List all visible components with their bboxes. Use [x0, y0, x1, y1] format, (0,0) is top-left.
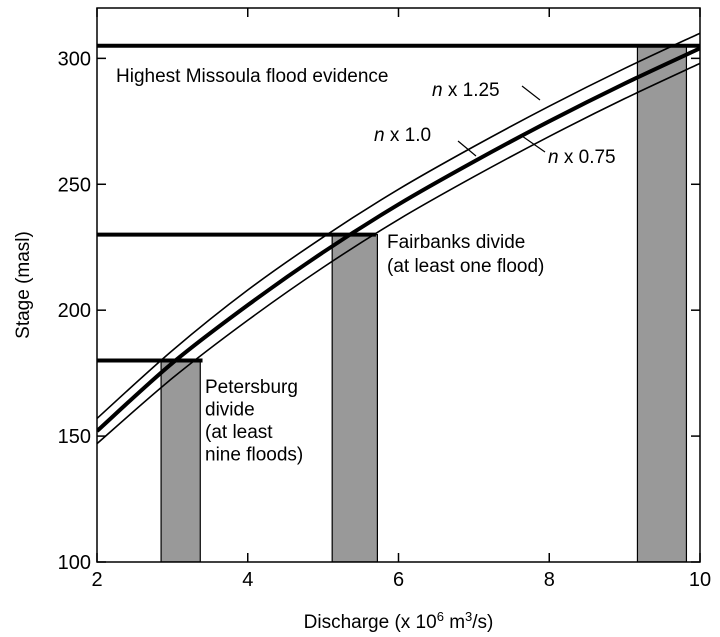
y-axis-title: Stage (masl)	[13, 231, 34, 339]
curve-label-1-text: x 1.0	[385, 125, 431, 146]
rating-curve-0	[97, 32, 700, 420]
stage-level-label-2-line-2: (at least	[205, 422, 273, 443]
x-axis-title-part-4: /s)	[472, 612, 493, 633]
curve-label-1: n x 1.0	[374, 125, 431, 146]
x-tick-label-4: 10	[689, 569, 711, 591]
curve-label-1-symbol: n	[374, 125, 385, 146]
stage-level-label-1-line-0: Fairbanks divide	[387, 232, 525, 253]
x-axis-title-part-2: m	[444, 612, 465, 633]
y-tick-label-2: 200	[58, 300, 91, 322]
curve-label-2: n x 0.75	[548, 147, 616, 168]
discharge-range-bar-1	[331, 234, 378, 562]
x-axis-title: Discharge (x 106 m3/s)	[304, 609, 494, 633]
x-axis-title-sup-exp: 6	[437, 609, 444, 624]
x-axis-title-sup-unit: 3	[465, 609, 472, 624]
x-tick-label-2: 6	[393, 569, 404, 591]
curve-leader-0	[521, 85, 541, 101]
curve-label-2-symbol: n	[548, 147, 559, 168]
y-tick-label-3: 250	[58, 174, 91, 196]
axis-ticks	[96, 8, 701, 563]
curve-label-0-symbol: n	[432, 80, 443, 101]
discharge-range-bar-2	[636, 45, 688, 562]
stage-level-label-1: Fairbanks divide (at least one flood)	[387, 232, 544, 277]
x-axis-title-part-0: Discharge (x 10	[304, 612, 437, 633]
rating-curve-1	[97, 46, 700, 433]
x-tick-label-0: 2	[91, 569, 102, 591]
curve-label-0: n x 1.25	[432, 80, 500, 101]
stage-level-label-2-line-0: Petersburg	[205, 377, 298, 398]
axis-tick-labels: 2 4 6 8 10 100 150 200 250 300	[58, 48, 712, 591]
annotation-layer: Highest Missoula flood evidence Fairbanks…	[116, 66, 616, 466]
stage-level-label-2: Petersburg divide (at least nine floods)	[205, 377, 303, 466]
stage-level-label-0: Highest Missoula flood evidence	[116, 66, 389, 87]
curve-leader-1	[457, 140, 477, 157]
stage-level-label-2-line-1: divide	[205, 400, 255, 421]
curve-label-0-text: x 1.25	[443, 80, 500, 101]
y-tick-label-4: 300	[58, 48, 91, 70]
discharge-range-bar-0	[160, 359, 201, 562]
stage-level-layer	[97, 43, 700, 363]
curve-label-2-text: x 0.75	[559, 147, 616, 168]
x-tick-label-1: 4	[242, 569, 253, 591]
y-tick-label-0: 100	[58, 552, 91, 574]
discharge-range-layer	[160, 45, 688, 562]
stage-level-label-1-line-1: (at least one flood)	[387, 256, 544, 277]
curve-leader-2	[521, 135, 546, 153]
x-tick-label-3: 8	[544, 569, 555, 591]
y-tick-label-1: 150	[58, 426, 91, 448]
rating-curve-2	[97, 62, 700, 445]
rating-curve-layer	[97, 32, 700, 445]
leader-line-layer	[457, 85, 546, 157]
stage-level-label-2-line-3: nine floods)	[205, 445, 303, 466]
stage-level-label-0-line-0: Highest Missoula flood evidence	[116, 66, 389, 87]
